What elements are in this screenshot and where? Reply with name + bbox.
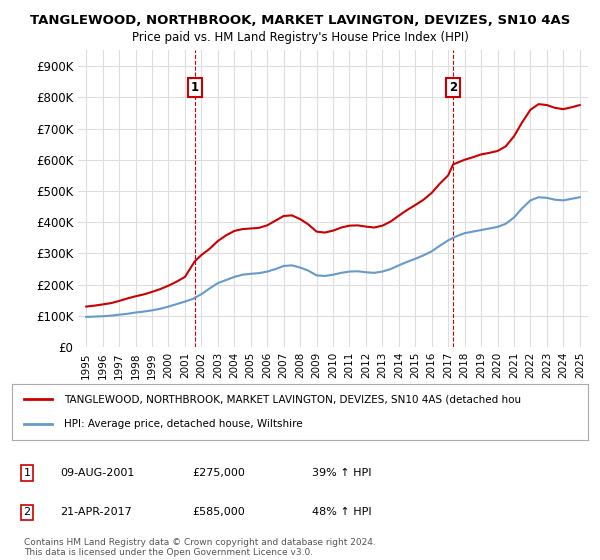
Text: 2: 2 [23, 507, 31, 517]
Text: 1: 1 [23, 468, 31, 478]
Text: 21-APR-2017: 21-APR-2017 [60, 507, 132, 517]
Text: 39% ↑ HPI: 39% ↑ HPI [312, 468, 371, 478]
Text: £585,000: £585,000 [192, 507, 245, 517]
Text: Price paid vs. HM Land Registry's House Price Index (HPI): Price paid vs. HM Land Registry's House … [131, 31, 469, 44]
Text: HPI: Average price, detached house, Wiltshire: HPI: Average price, detached house, Wilt… [64, 419, 302, 429]
Text: TANGLEWOOD, NORTHBROOK, MARKET LAVINGTON, DEVIZES, SN10 4AS: TANGLEWOOD, NORTHBROOK, MARKET LAVINGTON… [30, 14, 570, 27]
Text: Contains HM Land Registry data © Crown copyright and database right 2024.
This d: Contains HM Land Registry data © Crown c… [24, 538, 376, 557]
Text: £275,000: £275,000 [192, 468, 245, 478]
Text: 2: 2 [449, 81, 457, 95]
Text: TANGLEWOOD, NORTHBROOK, MARKET LAVINGTON, DEVIZES, SN10 4AS (detached hou: TANGLEWOOD, NORTHBROOK, MARKET LAVINGTON… [64, 394, 521, 404]
Text: 48% ↑ HPI: 48% ↑ HPI [312, 507, 371, 517]
Text: 09-AUG-2001: 09-AUG-2001 [60, 468, 134, 478]
Text: 1: 1 [191, 81, 199, 95]
